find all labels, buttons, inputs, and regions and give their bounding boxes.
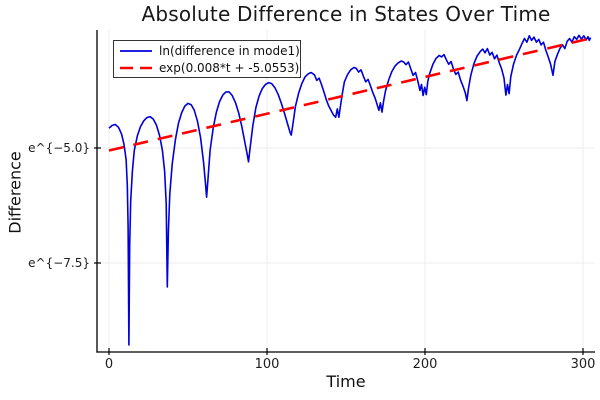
x-tick-label: 0	[105, 357, 113, 372]
x-axis-label: Time	[326, 372, 366, 391]
solid-line-icon	[120, 49, 152, 52]
legend-item-series1: ln(difference in mode1)	[119, 43, 300, 59]
x-tick-label: 100	[255, 357, 280, 372]
y-tick-label: e^{−7.5}	[28, 256, 90, 270]
legend-label-series2: exp(0.008*t + -5.0553)	[159, 60, 300, 75]
y-tick-label: e^{−5.0}	[28, 141, 90, 155]
dashed-line-icon	[120, 66, 152, 69]
legend: ln(difference in mode1) exp(0.008*t + -5…	[113, 40, 301, 78]
legend-item-series2: exp(0.008*t + -5.0553)	[119, 60, 300, 76]
x-tick-label: 300	[571, 357, 596, 372]
legend-label-series1: ln(difference in mode1)	[159, 43, 300, 58]
series-line-2	[108, 37, 592, 152]
series-line-1	[108, 34, 592, 346]
chart-title: Absolute Difference in States Over Time	[141, 2, 551, 26]
x-tick-label: 200	[413, 357, 438, 372]
